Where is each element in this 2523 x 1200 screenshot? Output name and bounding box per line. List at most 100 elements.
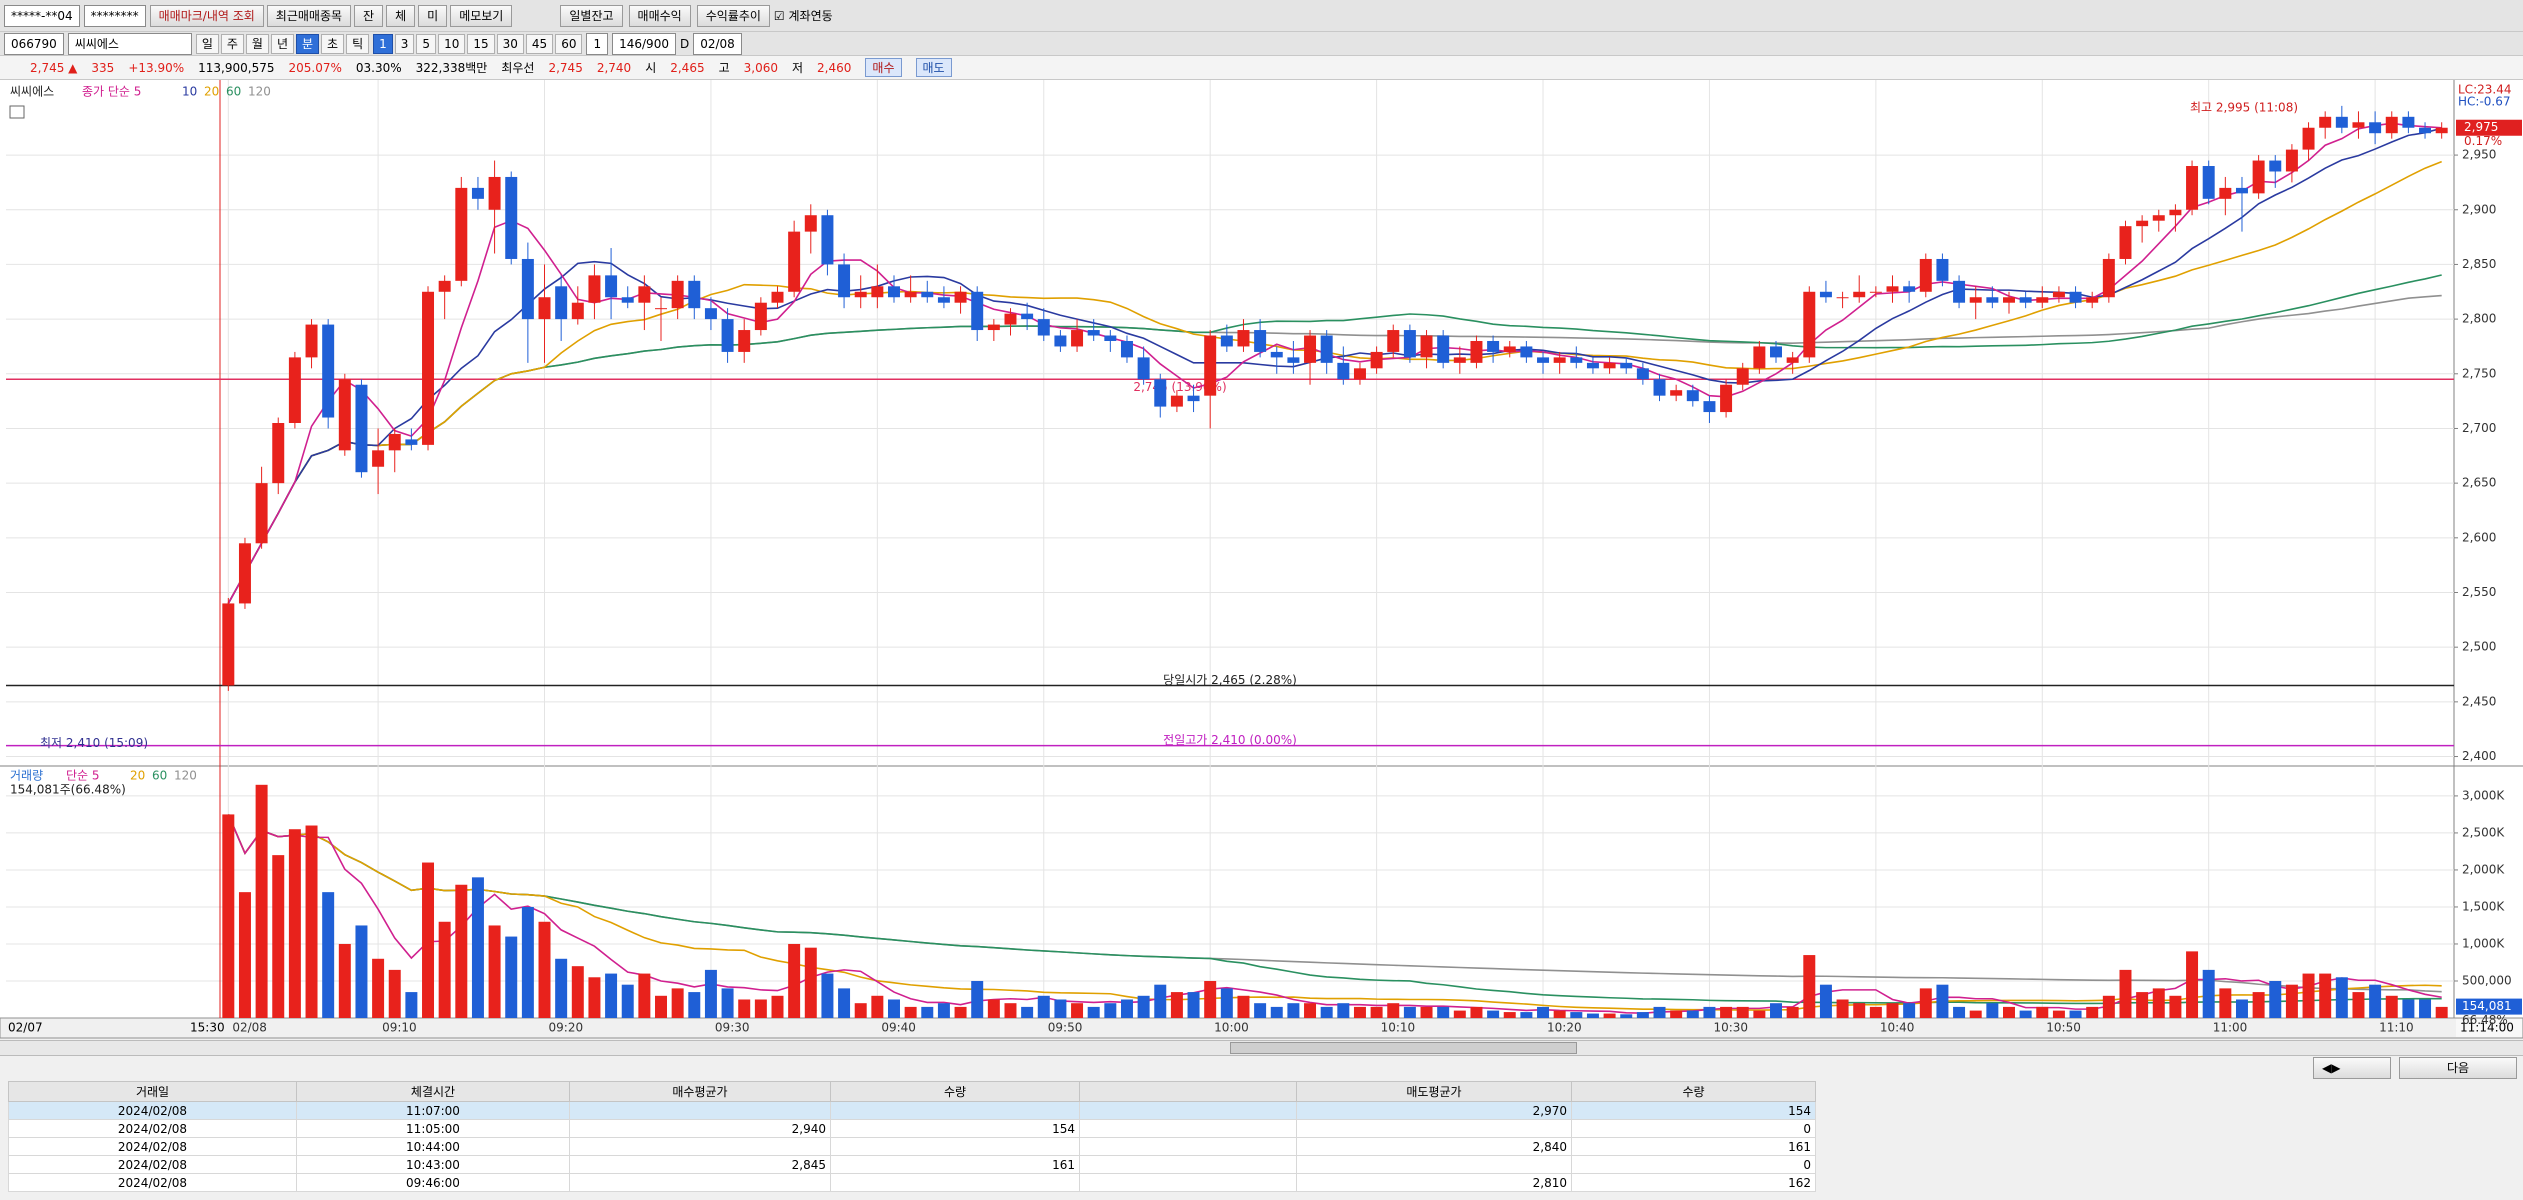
date-field[interactable]: 02/08 — [693, 32, 742, 55]
info-button[interactable]: 매도 — [915, 58, 952, 77]
toolbar-button[interactable]: 일별잔고 — [560, 4, 623, 27]
x-tick-label: 10:30 — [1713, 1021, 1748, 1035]
candle-body — [1586, 362, 1599, 369]
volume-bar — [272, 855, 285, 1018]
candle-body — [821, 215, 834, 265]
candle-body — [2186, 166, 2199, 210]
toolbar-button[interactable]: 매매수익 — [628, 4, 691, 27]
volume-bar — [222, 814, 235, 1018]
table-row[interactable]: 2024/02/08 10:43:00 2,845 161 0 — [8, 1155, 1816, 1174]
table-row[interactable]: 2024/02/08 10:44:00 2,840 161 — [8, 1137, 1816, 1156]
x-tick-label: 11:10 — [2379, 1021, 2414, 1035]
x-tick-label: 10:50 — [2046, 1021, 2081, 1035]
candle-body — [1703, 401, 1716, 413]
toolbar-button[interactable]: 수익률추이 — [696, 4, 770, 27]
x-tick-label: 10:20 — [1547, 1021, 1582, 1035]
y-tick-label: 2,400 — [2462, 749, 2496, 763]
volume-bar — [605, 973, 618, 1018]
interval-tab[interactable]: 15 — [467, 33, 495, 54]
period-tab[interactable]: 틱 — [346, 33, 370, 54]
info-button[interactable]: 매수 — [865, 58, 902, 77]
table-row[interactable]: 2024/02/08 09:46:00 2,810 162 — [8, 1173, 1816, 1192]
table-cell: 154 — [830, 1119, 1080, 1138]
scrollbar[interactable] — [0, 1040, 2523, 1056]
toolbar-button[interactable]: 매매마크/내역 조회 — [149, 4, 264, 27]
volume-bar — [1204, 980, 1217, 1018]
button-group: 일별잔고 매매수익 수익률추이 — [560, 4, 770, 27]
volume-bar — [2369, 984, 2382, 1018]
candle-body — [1304, 335, 1317, 363]
toolbar-button[interactable]: 미 — [418, 4, 448, 27]
table-row[interactable]: 2024/02/08 11:05:00 2,940 154 0 — [8, 1119, 1816, 1138]
candle-body — [937, 297, 950, 303]
interval-tab[interactable]: 3 — [394, 33, 415, 54]
candle-body — [1969, 297, 1982, 303]
period-tab[interactable]: 일 — [195, 33, 219, 54]
candle-body — [954, 291, 967, 303]
volume-bar — [1071, 1003, 1084, 1018]
table-row[interactable]: 2024/02/08 11:07:00 2,970 154 — [8, 1101, 1816, 1120]
volume-bar — [2136, 992, 2149, 1018]
candle-body — [1387, 330, 1400, 352]
period-tab[interactable]: 년 — [270, 33, 294, 54]
period-tab[interactable]: 분 — [296, 33, 320, 54]
volume-bar — [1270, 1006, 1283, 1018]
table-cell: 2024/02/08 — [8, 1173, 297, 1192]
table-cell: 2024/02/08 — [8, 1155, 297, 1174]
volume-bar — [1254, 1003, 1267, 1018]
candle-body — [1287, 357, 1300, 363]
candle-body — [2269, 160, 2282, 172]
toolbar-button[interactable]: 최근매매종목 — [266, 4, 352, 27]
candle-body — [655, 308, 667, 310]
stock-code[interactable]: 066790 — [4, 32, 64, 55]
account-field[interactable]: *****-**04 — [4, 4, 80, 27]
candle-body — [871, 286, 884, 298]
password-field[interactable]: ******** — [83, 4, 146, 27]
interval-tab[interactable]: 45 — [525, 33, 554, 54]
volume-bar — [2019, 1010, 2032, 1018]
scroll-thumb[interactable] — [1230, 1042, 1577, 1054]
toolbar-button[interactable]: 체 — [386, 4, 416, 27]
candle-body — [2102, 258, 2115, 298]
last-change: 0.17% — [2464, 134, 2502, 148]
period-tab[interactable]: 초 — [321, 33, 345, 54]
period-tab[interactable]: 주 — [220, 33, 244, 54]
interval-tab[interactable]: 30 — [496, 33, 524, 54]
zoom-button[interactable]: ◀▶ — [2313, 1057, 2391, 1079]
stock-name[interactable]: 씨씨에스 — [67, 32, 192, 55]
candle-body — [1636, 368, 1649, 380]
interval-tab[interactable]: 5 — [416, 33, 437, 54]
legend-entry: 20 — [130, 769, 145, 783]
low-label: 최저 2,410 (15:09) — [40, 736, 148, 750]
volume-bar — [1320, 1006, 1333, 1018]
interval-tab[interactable]: 60 — [555, 33, 583, 54]
volume-bar — [2069, 1010, 2082, 1018]
candle-body — [2202, 166, 2215, 199]
candle-body — [305, 324, 318, 358]
volume-bar — [305, 825, 318, 1018]
count-field[interactable]: 1 — [586, 32, 609, 55]
info-item: 2,745 — [548, 60, 583, 75]
next-button[interactable]: 다음 — [2399, 1057, 2517, 1079]
candle-body — [1054, 335, 1067, 347]
toolbar-button[interactable]: 메모보기 — [450, 4, 513, 27]
volume-bar — [804, 947, 817, 1018]
volume-bar — [1786, 1006, 1799, 1018]
checkbox[interactable]: ☑ 계좌연동 — [773, 9, 833, 23]
info-item: 2,740 — [596, 60, 632, 75]
volume-bar — [588, 977, 601, 1018]
volume-bar — [388, 969, 401, 1018]
interval-tab[interactable]: 1 — [373, 33, 393, 54]
interval-tab[interactable]: 10 — [438, 33, 466, 54]
info-item: 저 — [792, 61, 804, 75]
toolbar-button[interactable]: 잔 — [354, 4, 384, 27]
period-tab[interactable]: 월 — [245, 33, 269, 54]
volume-bar — [1886, 1003, 1899, 1018]
x-tick-label: 15:30 — [190, 1021, 225, 1035]
volume-bar — [1853, 1003, 1866, 1018]
candle-body — [1037, 319, 1050, 336]
candle-body — [671, 280, 684, 309]
table-cell — [569, 1101, 831, 1120]
plot-background — [0, 80, 2523, 1038]
candle-body — [2319, 116, 2332, 128]
